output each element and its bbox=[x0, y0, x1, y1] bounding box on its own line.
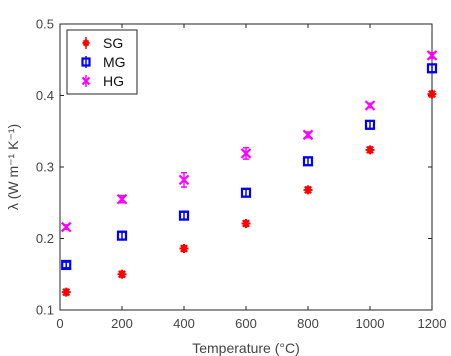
series-mg bbox=[61, 63, 438, 271]
legend-label: SG bbox=[103, 35, 123, 51]
legend-item-sg: SG bbox=[82, 35, 123, 51]
square-marker bbox=[426, 63, 438, 74]
square-marker bbox=[178, 210, 190, 221]
data-point bbox=[302, 129, 314, 141]
asterisk-marker bbox=[303, 185, 313, 195]
data-point bbox=[116, 230, 128, 241]
y-tick-label: 0.5 bbox=[36, 17, 54, 32]
data-point bbox=[364, 100, 376, 111]
data-point bbox=[116, 193, 128, 205]
x-marker bbox=[426, 50, 438, 61]
asterisk-marker bbox=[82, 39, 90, 47]
data-point bbox=[365, 145, 375, 155]
legend-item-mg: MG bbox=[81, 54, 126, 70]
x-tick-label: 800 bbox=[297, 316, 319, 331]
square-marker bbox=[61, 259, 72, 271]
data-point bbox=[426, 63, 438, 74]
x-axis-label: Temperature (°C) bbox=[192, 340, 300, 356]
x-marker bbox=[60, 221, 72, 233]
x-tick-label: 600 bbox=[235, 316, 257, 331]
x-marker bbox=[240, 148, 252, 159]
x-tick-label: 1200 bbox=[418, 316, 447, 331]
y-tick-label: 0.4 bbox=[36, 88, 54, 103]
asterisk-marker bbox=[365, 145, 375, 155]
x-tick-label: 1000 bbox=[356, 316, 385, 331]
x-tick-label: 400 bbox=[173, 316, 195, 331]
y-axis-label: λ (W m⁻¹ K⁻¹) bbox=[5, 124, 21, 210]
data-point bbox=[61, 287, 71, 297]
data-point bbox=[241, 218, 251, 228]
data-point bbox=[61, 259, 72, 271]
data-point bbox=[117, 269, 127, 279]
data-point bbox=[178, 171, 190, 188]
y-axis-ticks: 0.1 0.2 0.3 0.4 0.5 bbox=[36, 17, 432, 318]
data-series bbox=[60, 50, 438, 297]
data-point bbox=[178, 210, 190, 221]
x-marker bbox=[81, 76, 91, 86]
data-point bbox=[303, 185, 313, 195]
square-marker bbox=[116, 230, 128, 241]
legend-box bbox=[66, 29, 138, 95]
series-hg bbox=[60, 50, 438, 233]
y-tick-label: 0.3 bbox=[36, 160, 54, 175]
data-point bbox=[364, 119, 376, 130]
data-point bbox=[240, 146, 252, 160]
x-axis-ticks: 0 200 400 600 800 1000 1200 bbox=[56, 24, 446, 331]
x-marker bbox=[302, 129, 314, 141]
asterisk-marker bbox=[241, 218, 251, 228]
square-marker bbox=[302, 156, 314, 167]
x-marker bbox=[364, 100, 376, 111]
legend: SG MG HG bbox=[66, 29, 138, 95]
square-marker bbox=[81, 57, 91, 67]
data-point bbox=[60, 221, 72, 233]
x-tick-label: 0 bbox=[56, 316, 63, 331]
legend-label: MG bbox=[103, 54, 126, 70]
data-point bbox=[302, 156, 314, 167]
data-point bbox=[240, 187, 252, 198]
square-marker bbox=[240, 187, 252, 198]
series-sg bbox=[61, 89, 437, 297]
y-tick-label: 0.1 bbox=[36, 303, 54, 318]
x-marker bbox=[178, 174, 190, 186]
x-tick-label: 200 bbox=[111, 316, 133, 331]
asterisk-marker bbox=[179, 244, 189, 254]
data-point bbox=[179, 244, 189, 254]
data-point bbox=[427, 89, 437, 99]
x-marker bbox=[116, 193, 128, 205]
legend-item-hg: HG bbox=[81, 73, 124, 89]
asterisk-marker bbox=[61, 287, 71, 297]
square-marker bbox=[364, 119, 376, 130]
data-point bbox=[426, 50, 438, 61]
asterisk-marker bbox=[427, 89, 437, 99]
legend-label: HG bbox=[103, 73, 124, 89]
asterisk-marker bbox=[117, 269, 127, 279]
y-tick-label: 0.2 bbox=[36, 231, 54, 246]
